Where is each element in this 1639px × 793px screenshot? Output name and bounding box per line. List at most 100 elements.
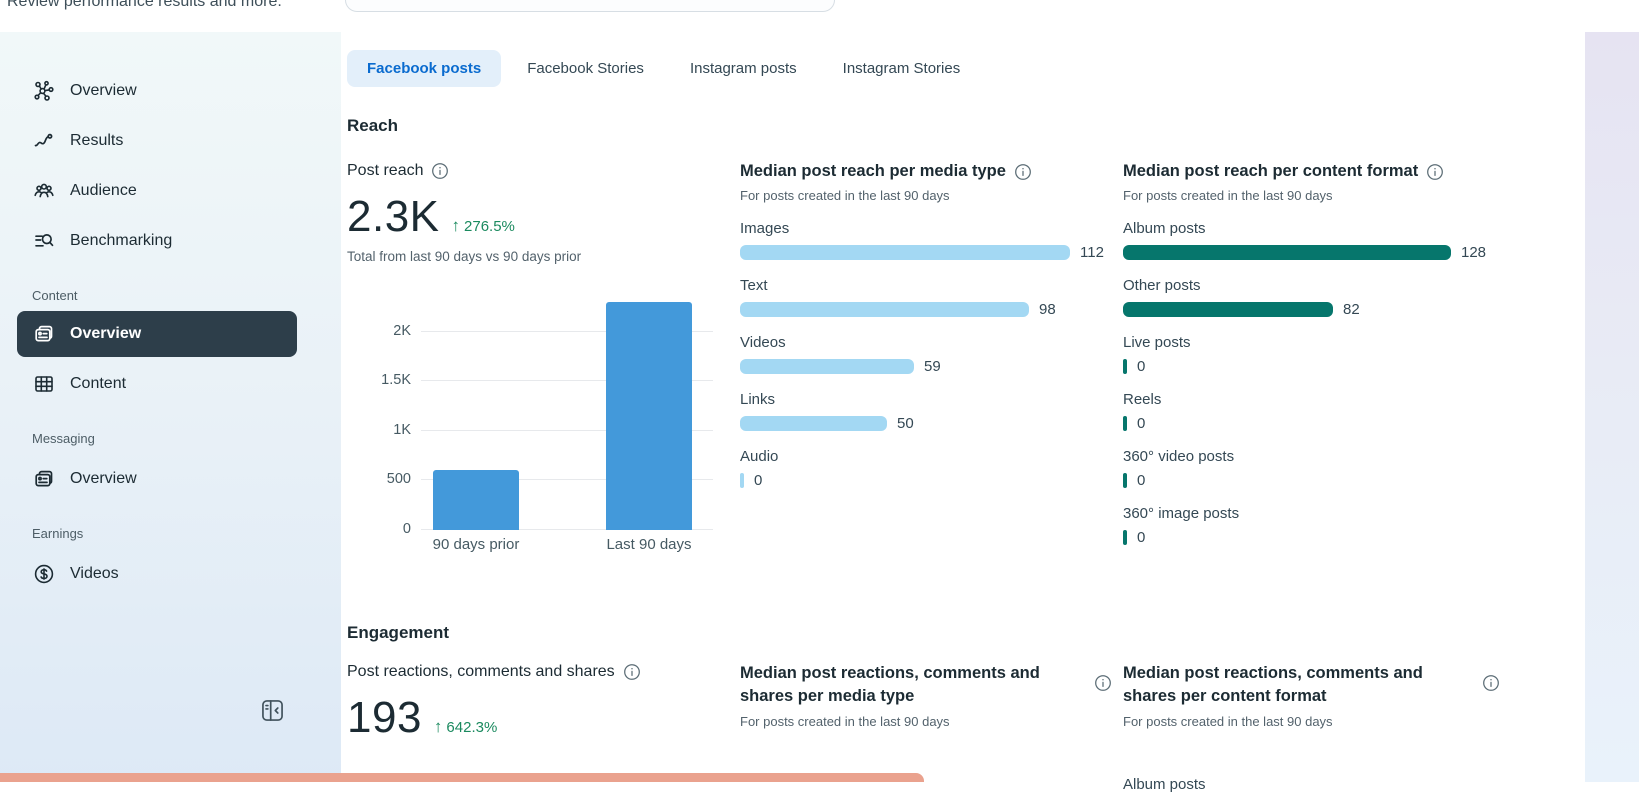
- gridline: [421, 380, 713, 382]
- page-background-strip: [1585, 32, 1639, 782]
- content-format-card: Median post reach per content format For…: [1123, 161, 1585, 562]
- sidebar-section-label: Earnings: [32, 526, 84, 541]
- bar-line: 82: [1123, 301, 1585, 318]
- bar-label: 360° video posts: [1123, 448, 1235, 465]
- bar-row: Text 98: [740, 277, 1123, 318]
- tab-facebook-posts[interactable]: Facebook posts: [347, 50, 502, 87]
- reach-section-heading: Reach: [347, 116, 399, 135]
- sidebar-item-content-content[interactable]: Content: [17, 359, 297, 409]
- bar-row: Links 50: [740, 391, 1123, 432]
- sidebar-item-benchmarking[interactable]: Benchmarking: [17, 216, 297, 266]
- sidebar-item-messaging-overview[interactable]: Overview: [17, 454, 297, 504]
- tab-instagram-stories[interactable]: Instagram Stories: [823, 50, 981, 87]
- info-icon[interactable]: [1482, 674, 1500, 692]
- card-subtitle: For posts created in the last 90 days: [1123, 188, 1333, 203]
- bar: [1123, 416, 1127, 431]
- sidebar-item-results[interactable]: Results: [17, 116, 297, 166]
- info-icon[interactable]: [1094, 674, 1112, 692]
- date-range-input[interactable]: [345, 0, 835, 12]
- post-reach-chart: 0 500 1K 1.5K 2K 90 days prior Last 90 days: [347, 290, 719, 556]
- card-title: Median post reactions, comments and shar…: [740, 664, 1040, 705]
- sidebar-item-label: Audience: [70, 182, 137, 199]
- sidebar-item-label: Overview: [70, 470, 137, 487]
- bar-line: 0: [1123, 358, 1585, 375]
- bar: [1123, 359, 1127, 374]
- cards-icon: [32, 467, 56, 491]
- sidebar: Overview Results Audience Benchmarking Conte…: [0, 32, 341, 782]
- top-bar: Review performance results and more.: [0, 0, 1639, 32]
- card-subtitle: For posts created in the last 90 days: [740, 188, 950, 203]
- bar-line: 50: [740, 415, 1123, 432]
- chart-bar: [433, 470, 519, 530]
- bar-value: 0: [1137, 529, 1146, 546]
- sidebar-item-content-overview[interactable]: Overview: [17, 311, 297, 357]
- metric-title: Post reactions, comments and shares: [347, 662, 740, 682]
- benchmark-icon: [32, 229, 56, 253]
- y-axis: 0 500 1K 1.5K 2K: [347, 290, 411, 537]
- info-icon[interactable]: [623, 663, 641, 681]
- tab-instagram-posts[interactable]: Instagram posts: [670, 50, 817, 87]
- bar-line: 0: [1123, 472, 1585, 489]
- sidebar-item-overview[interactable]: Overview: [17, 66, 297, 116]
- y-axis-tick-label: 500: [386, 471, 411, 488]
- plot-area: [421, 290, 713, 530]
- sidebar-item-label: Results: [70, 132, 124, 149]
- up-arrow-icon: ↑: [433, 717, 443, 736]
- bar-label: Other posts: [1123, 277, 1201, 294]
- tab-facebook-stories[interactable]: Facebook Stories: [507, 50, 664, 87]
- info-icon[interactable]: [431, 162, 449, 180]
- bar-row: Reels 0: [1123, 391, 1585, 432]
- panel-collapse-icon: [259, 700, 286, 727]
- collapse-sidebar-button[interactable]: [256, 696, 288, 728]
- x-axis-label: 90 days prior: [432, 536, 520, 553]
- post-reach-card: Post reach 2.3K ↑ 276.5% Total from last…: [347, 161, 740, 556]
- y-axis-tick-label: 1.5K: [381, 372, 411, 389]
- engagement-section-heading: Engagement: [347, 623, 450, 642]
- sidebar-item-label: Content: [70, 375, 127, 392]
- metric-title-text: Post reach: [347, 162, 424, 179]
- engagement-media-type-card: Median post reactions, comments and shar…: [740, 662, 1123, 730]
- metric-delta-value: 642.3%: [446, 719, 498, 736]
- info-icon[interactable]: [1426, 163, 1444, 181]
- gridline: [421, 330, 713, 332]
- dollar-icon: [32, 562, 56, 586]
- bottom-toast-edge: [0, 773, 924, 782]
- info-icon[interactable]: [1014, 163, 1032, 181]
- metric-delta: ↑ 642.3%: [434, 717, 497, 737]
- bar-row: Other posts 82: [1123, 277, 1585, 318]
- card-title-text: Median post reach per media type: [740, 162, 1006, 180]
- y-axis-tick-label: 2K: [393, 322, 411, 339]
- card-title: Median post reactions, comments and shar…: [1123, 664, 1423, 705]
- bar-label: Images: [740, 220, 790, 237]
- network-icon: [32, 79, 56, 103]
- bar-row: Live posts 0: [1123, 334, 1585, 375]
- metric-delta-value: 276.5%: [464, 218, 515, 235]
- bar-label: Audio: [740, 448, 779, 465]
- media-type-card: Median post reach per media type For pos…: [740, 161, 1123, 505]
- card-subtitle: For posts created in the last 90 days: [1123, 714, 1333, 729]
- bar: [1123, 245, 1451, 260]
- metric-value: 193: [347, 693, 422, 742]
- metric-value: 2.3K: [347, 192, 440, 241]
- bar-value: 0: [1137, 472, 1146, 489]
- gridline: [421, 429, 713, 431]
- people-icon: [32, 179, 56, 203]
- bar-value: 0: [754, 472, 763, 489]
- bar-row: Album posts 128: [1123, 220, 1585, 261]
- card-title-text: Median post reach per content format: [1123, 162, 1419, 180]
- sidebar-section-label: Content: [32, 288, 78, 303]
- card-title: Median post reach per media type: [740, 161, 1123, 182]
- cards-icon: [32, 322, 56, 346]
- bar-value: 0: [1137, 415, 1146, 432]
- bar-line: 0: [740, 472, 1123, 489]
- card-title: Median post reach per content format: [1123, 161, 1585, 182]
- sidebar-item-earnings-videos[interactable]: Videos: [17, 549, 297, 599]
- sidebar-section-label: Messaging: [32, 431, 95, 446]
- sidebar-item-label: Overview: [70, 82, 137, 99]
- bar-value: 112: [1080, 244, 1104, 261]
- engagement-grid: Post reactions, comments and shares 193 …: [347, 662, 1585, 793]
- reach-grid: Post reach 2.3K ↑ 276.5% Total from last…: [347, 161, 1585, 562]
- bar-label: Album posts: [1123, 776, 1206, 793]
- sidebar-item-audience[interactable]: Audience: [17, 166, 297, 216]
- bar-row: Audio 0: [740, 448, 1123, 489]
